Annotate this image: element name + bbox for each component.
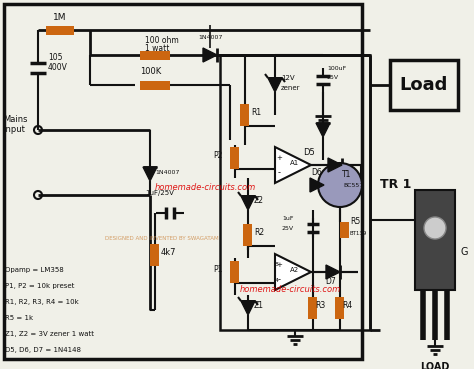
- Text: +: +: [276, 155, 282, 161]
- Text: TR 1: TR 1: [380, 178, 411, 191]
- Text: +: +: [276, 262, 282, 268]
- Bar: [151, 244, 159, 266]
- Text: 4: 4: [275, 278, 279, 283]
- Text: 105: 105: [48, 53, 63, 62]
- Text: 4k7: 4k7: [161, 248, 176, 257]
- Text: BC557: BC557: [343, 183, 363, 188]
- Text: P1, P2 = 10k preset: P1, P2 = 10k preset: [5, 283, 74, 289]
- Text: R3: R3: [315, 301, 325, 310]
- Text: Z1: Z1: [254, 301, 264, 310]
- Text: T1: T1: [342, 170, 351, 179]
- Bar: [4, 4, 362, 359]
- Text: A2: A2: [291, 267, 300, 273]
- Text: R5: R5: [350, 217, 360, 226]
- Text: 1uF/25V: 1uF/25V: [145, 190, 174, 196]
- Text: R1, R2, R3, R4 = 10k: R1, R2, R3, R4 = 10k: [5, 299, 79, 305]
- Bar: [140, 51, 170, 59]
- Bar: [140, 80, 170, 90]
- Text: 8: 8: [275, 262, 279, 267]
- Circle shape: [424, 217, 446, 239]
- Bar: [240, 104, 249, 126]
- Bar: [46, 25, 74, 34]
- Bar: [309, 297, 318, 319]
- Polygon shape: [241, 196, 255, 210]
- Text: homemade-circuits.com: homemade-circuits.com: [155, 183, 256, 193]
- Text: Z1, Z2 = 3V zener 1 watt: Z1, Z2 = 3V zener 1 watt: [5, 331, 94, 337]
- Text: Load: Load: [400, 76, 448, 94]
- Polygon shape: [268, 78, 282, 92]
- Text: A1: A1: [291, 160, 300, 166]
- Text: Z2: Z2: [254, 196, 264, 205]
- Polygon shape: [203, 48, 217, 62]
- Text: 1uF: 1uF: [283, 216, 294, 221]
- Bar: [390, 60, 458, 110]
- Text: zener: zener: [281, 85, 301, 91]
- Polygon shape: [326, 265, 340, 279]
- Text: BT139: BT139: [350, 231, 367, 236]
- Text: DESIGNED AND INVENTED BY SWAGATAM: DESIGNED AND INVENTED BY SWAGATAM: [105, 236, 219, 241]
- Text: R1: R1: [251, 108, 261, 117]
- Polygon shape: [241, 301, 255, 315]
- Text: P2: P2: [214, 151, 223, 160]
- Polygon shape: [143, 167, 157, 181]
- Text: 1 watt: 1 watt: [145, 44, 169, 53]
- Bar: [230, 147, 239, 169]
- Polygon shape: [316, 123, 330, 137]
- Text: Mains: Mains: [3, 115, 27, 124]
- Text: 25V: 25V: [282, 226, 294, 231]
- Text: D6: D6: [311, 168, 322, 177]
- Text: -: -: [277, 275, 281, 284]
- Text: 100uF: 100uF: [327, 66, 346, 71]
- Text: Opamp = LM358: Opamp = LM358: [5, 267, 64, 273]
- Text: 25V: 25V: [327, 75, 339, 80]
- Text: homemade-circuits.com: homemade-circuits.com: [240, 286, 341, 294]
- Bar: [336, 297, 345, 319]
- Text: 1M: 1M: [53, 13, 67, 22]
- Text: D5, D6, D7 = 1N4148: D5, D6, D7 = 1N4148: [5, 347, 81, 353]
- Bar: [230, 261, 239, 283]
- Bar: [415, 190, 455, 290]
- Text: G: G: [461, 247, 468, 257]
- Polygon shape: [310, 178, 324, 192]
- Text: Input: Input: [3, 125, 25, 134]
- Text: R4: R4: [342, 301, 352, 310]
- Text: -: -: [277, 168, 281, 177]
- Polygon shape: [275, 147, 311, 183]
- Text: R2: R2: [254, 228, 264, 237]
- Bar: [244, 224, 253, 246]
- Text: 1N4007: 1N4007: [155, 170, 179, 175]
- Text: 100K: 100K: [140, 67, 161, 76]
- Bar: [340, 222, 349, 238]
- Text: 1N4007: 1N4007: [198, 35, 222, 40]
- Circle shape: [318, 163, 362, 207]
- Text: D5: D5: [303, 148, 315, 157]
- Text: LOAD: LOAD: [420, 362, 450, 369]
- Polygon shape: [275, 254, 311, 290]
- Text: P1: P1: [214, 265, 223, 274]
- Text: R5 = 1k: R5 = 1k: [5, 315, 33, 321]
- Text: 100 ohm: 100 ohm: [145, 36, 179, 45]
- Polygon shape: [328, 158, 342, 172]
- Text: 400V: 400V: [48, 63, 68, 72]
- Text: D7: D7: [326, 277, 337, 286]
- Bar: [220, 55, 370, 330]
- Text: 12V: 12V: [281, 75, 295, 81]
